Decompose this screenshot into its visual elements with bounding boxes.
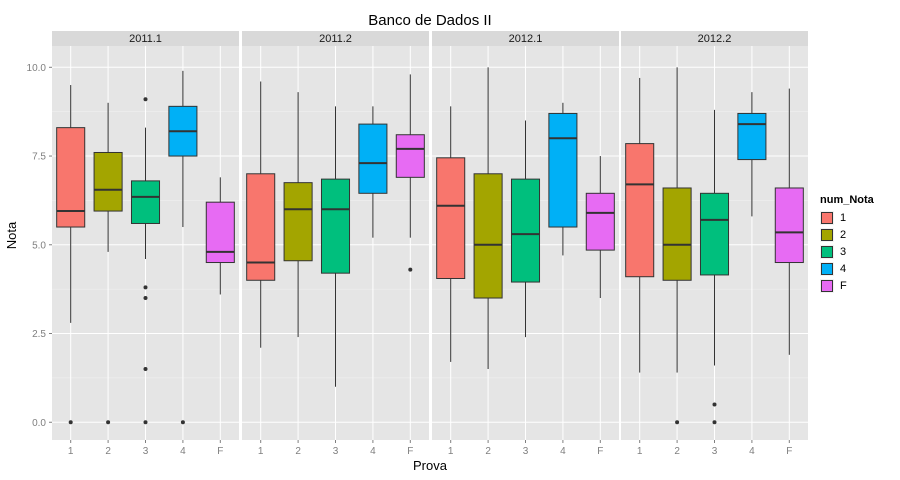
box-2	[93, 151, 123, 212]
y-tick-label: 5.0	[32, 240, 46, 251]
y-tick-label: 7.5	[32, 152, 46, 163]
legend-swatch	[821, 228, 833, 241]
x-tick-label: 4	[180, 446, 186, 457]
box-3	[510, 178, 541, 283]
box-F	[395, 134, 425, 178]
outlier-point	[143, 97, 148, 102]
x-tick-label: 4	[560, 446, 566, 457]
outlier-point	[675, 420, 680, 425]
facet-strip-label: 2012.2	[698, 33, 732, 45]
facet-strip	[621, 31, 808, 46]
legend-key	[820, 227, 834, 242]
legend-swatch	[821, 279, 833, 292]
box-2	[662, 187, 692, 281]
facet-strip	[432, 31, 619, 46]
box-4	[548, 112, 578, 228]
x-axis-title: Prova	[413, 458, 447, 473]
legend-item-2: 2	[820, 226, 874, 243]
x-tick-label: 3	[712, 446, 718, 457]
legend-item-F: F	[820, 277, 874, 294]
y-tick-label: 0.0	[32, 418, 46, 429]
x-tick-label: 2	[674, 446, 680, 457]
x-tick-label: 2	[485, 446, 491, 457]
legend: num_Nota 1 2 3 4 F	[820, 194, 874, 294]
legend-swatch	[821, 211, 833, 224]
facet-strip-label: 2012.1	[509, 33, 543, 45]
legend-item-4: 4	[820, 260, 874, 277]
outlier-point	[143, 296, 148, 301]
outlier-point	[143, 285, 148, 290]
legend-swatch	[821, 262, 833, 275]
box-3	[699, 192, 730, 276]
x-tick-label: F	[597, 446, 603, 457]
outlier-point	[106, 420, 111, 425]
chart-title: Banco de Dados II	[368, 12, 492, 29]
legend-label: F	[840, 279, 847, 292]
outlier-point	[143, 367, 148, 372]
x-tick-label: F	[407, 446, 413, 457]
box-F	[585, 192, 615, 251]
legend-key	[820, 210, 834, 225]
x-tick-label: 3	[143, 446, 149, 457]
box-F	[774, 187, 804, 264]
box-3	[130, 180, 161, 224]
box-1	[625, 143, 655, 278]
outlier-point	[408, 267, 413, 272]
box-2	[473, 173, 503, 299]
legend-title: num_Nota	[820, 194, 874, 206]
legend-key	[820, 244, 834, 259]
y-tick-label: 10.0	[27, 63, 47, 74]
y-tick-label: 2.5	[32, 329, 46, 340]
x-tick-label: 1	[448, 446, 454, 457]
legend-item-1: 1	[820, 209, 874, 226]
y-axis-title: Nota	[4, 221, 20, 250]
x-tick-label: 3	[523, 446, 529, 457]
x-tick-label: 2	[105, 446, 111, 457]
x-tick-label: 1	[68, 446, 74, 457]
facet-strip	[52, 31, 239, 46]
facet-strip-label: 2011.2	[319, 33, 352, 45]
box-4	[358, 123, 388, 194]
legend-item-3: 3	[820, 243, 874, 260]
outlier-point	[712, 420, 717, 425]
outlier-point	[143, 420, 148, 425]
x-tick-label: F	[217, 446, 223, 457]
x-tick-label: 3	[333, 446, 339, 457]
box-F	[205, 201, 235, 264]
x-tick-label: 1	[637, 446, 643, 457]
x-tick-label: 2	[295, 446, 301, 457]
facet-strip	[242, 31, 429, 46]
x-tick-label: 4	[370, 446, 376, 457]
outlier-point	[712, 402, 717, 407]
legend-label: 2	[840, 228, 847, 241]
legend-key	[820, 278, 834, 293]
x-tick-label: F	[786, 446, 792, 457]
box-3	[320, 178, 351, 274]
box-4	[737, 112, 767, 161]
box-1	[436, 157, 466, 279]
facet-strip-label: 2011.1	[129, 33, 162, 45]
box-1	[246, 173, 276, 281]
box-1	[56, 127, 86, 228]
x-tick-label: 1	[258, 446, 264, 457]
outlier-point	[180, 420, 185, 425]
legend-label: 4	[840, 262, 847, 275]
legend-swatch	[821, 245, 833, 258]
legend-key	[820, 261, 834, 276]
legend-label: 1	[840, 211, 847, 224]
outlier-point	[68, 420, 73, 425]
legend-label: 3	[840, 245, 847, 258]
x-tick-label: 4	[749, 446, 755, 457]
box-2	[283, 182, 313, 262]
